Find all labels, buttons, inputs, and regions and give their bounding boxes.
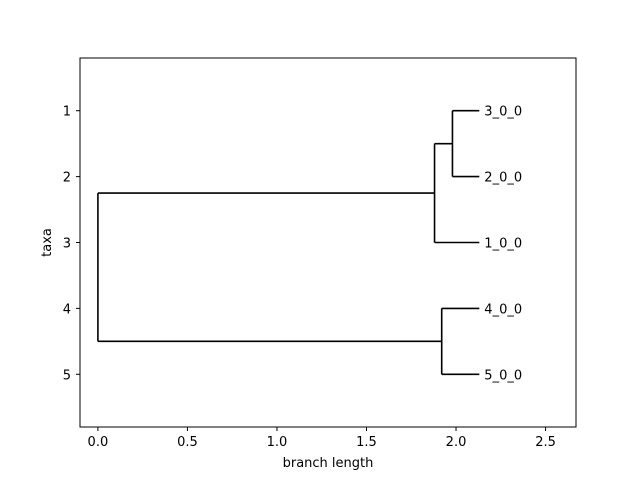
y-tick-label: 1 — [63, 105, 71, 120]
leaf-label: 3_0_0 — [484, 105, 522, 120]
x-tick-label: 0.5 — [177, 435, 198, 450]
x-axis-ticks: 0.0 0.5 1.0 1.5 2.0 2.5 — [88, 427, 556, 450]
x-tick-label: 1.5 — [356, 435, 377, 450]
leaf-labels: 3_0_0 2_0_0 1_0_0 4_0_0 5_0_0 — [484, 105, 522, 384]
y-tick-label: 2 — [63, 171, 71, 186]
x-axis-title: branch length — [283, 456, 374, 471]
x-tick-label: 1.0 — [267, 435, 288, 450]
branch-lines — [97, 109, 480, 376]
y-tick-label: 5 — [63, 368, 71, 383]
x-tick-label: 2.0 — [446, 435, 467, 450]
y-tick-label: 3 — [63, 237, 71, 252]
clade-vertical-lines — [97, 110, 454, 375]
y-axis-ticks: 1 2 3 4 5 — [63, 105, 80, 383]
y-axis-title: taxa — [40, 228, 55, 257]
y-tick-label: 4 — [63, 302, 71, 317]
leaf-label: 5_0_0 — [484, 368, 522, 383]
leaf-label: 2_0_0 — [484, 171, 522, 186]
leaf-label: 1_0_0 — [484, 237, 522, 252]
x-tick-label: 0.0 — [88, 435, 109, 450]
x-tick-label: 2.5 — [535, 435, 556, 450]
plot-frame — [79, 57, 577, 428]
leaf-label: 4_0_0 — [484, 302, 522, 317]
